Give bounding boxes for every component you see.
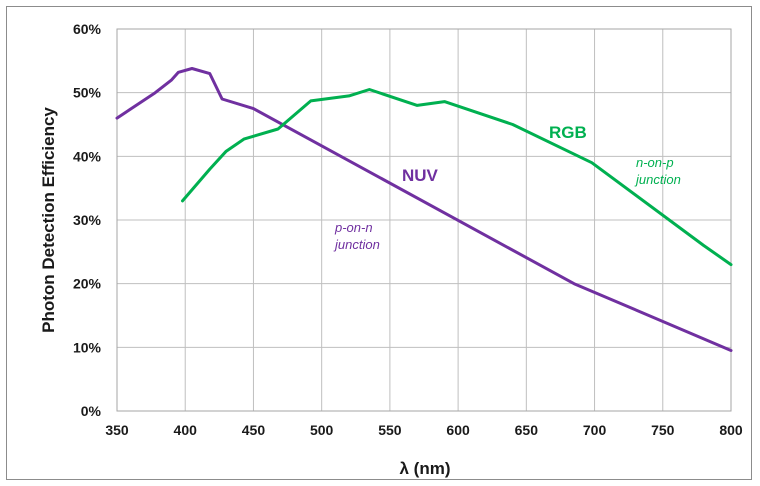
x-tick-label: 400: [174, 422, 198, 438]
y-axis-ticks: 0% 10% 20% 30% 40% 50% 60%: [73, 21, 102, 419]
y-tick-label: 40%: [73, 148, 102, 164]
y-tick-label: 10%: [73, 339, 102, 355]
nuv-series-label: NUV: [402, 166, 439, 185]
x-tick-label: 800: [719, 422, 743, 438]
chart-frame: [6, 6, 752, 480]
x-tick-label: 450: [242, 422, 266, 438]
x-tick-label: 350: [105, 422, 129, 438]
nuv-series-line: [115, 67, 733, 352]
nuv-junction-note-line1: p-on-n: [334, 220, 373, 235]
series-group: [115, 67, 733, 352]
plot-area-border: [116, 28, 732, 412]
y-tick-label: 20%: [73, 276, 102, 292]
y-tick-label: 30%: [73, 212, 102, 228]
x-tick-label: 600: [446, 422, 470, 438]
x-axis-title: λ (nm): [400, 459, 451, 478]
plot-border: [116, 28, 732, 412]
y-tick-label: 50%: [73, 85, 102, 101]
rgb-series-line: [181, 88, 733, 267]
x-axis-ticks: 350 400 450 500 550 600 650 700 750 800: [105, 422, 743, 438]
grid-lines: [116, 28, 732, 412]
rgb-series-label: RGB: [549, 123, 587, 142]
rgb-junction-note-line2: junction: [634, 172, 681, 187]
x-tick-label: 500: [310, 422, 334, 438]
rgb-junction-note-line1: n-on-p: [636, 155, 674, 170]
x-tick-label: 700: [583, 422, 607, 438]
x-tick-label: 750: [651, 422, 675, 438]
y-tick-label: 0%: [81, 403, 102, 419]
nuv-junction-note-line2: junction: [333, 237, 380, 252]
x-tick-label: 650: [515, 422, 539, 438]
x-tick-label: 550: [378, 422, 402, 438]
y-tick-label: 60%: [73, 21, 102, 37]
y-axis-title: Photon Detection Efficiency: [39, 107, 58, 333]
